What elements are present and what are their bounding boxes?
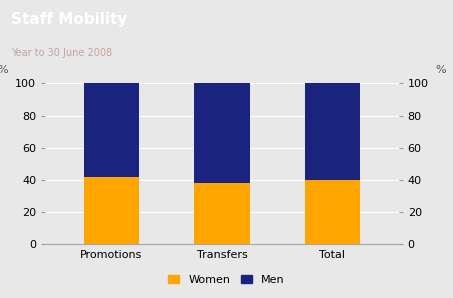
Bar: [194, 183, 250, 244]
Text: Year to 30 June 2008: Year to 30 June 2008: [11, 49, 112, 58]
Bar: [194, 83, 250, 183]
Text: %: %: [0, 65, 8, 75]
Text: %: %: [436, 65, 446, 75]
Text: Staff Mobility: Staff Mobility: [11, 12, 128, 27]
Legend: Women, Men: Women, Men: [164, 271, 289, 289]
Bar: [305, 180, 360, 244]
Bar: [84, 83, 139, 177]
Bar: [305, 83, 360, 180]
Bar: [84, 177, 139, 244]
